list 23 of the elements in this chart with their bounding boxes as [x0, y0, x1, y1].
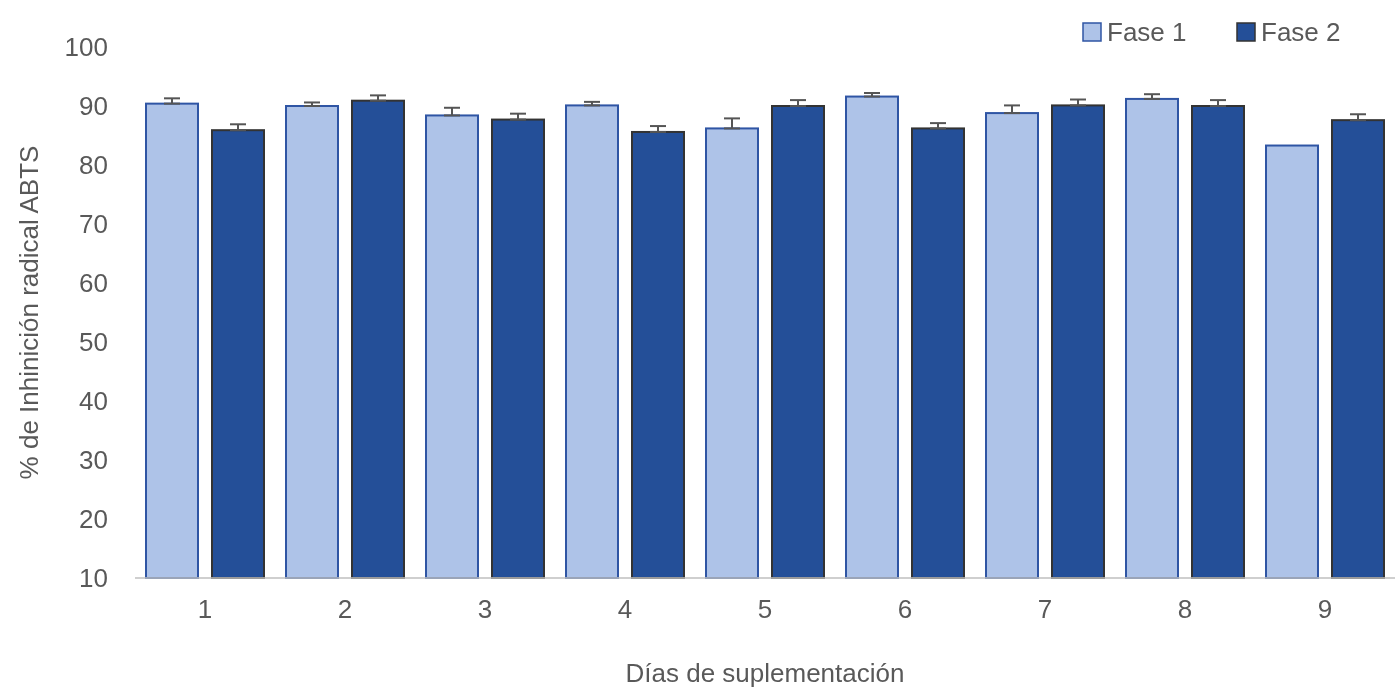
x-tick-label: 4 [617, 594, 633, 624]
x-tick-label: 2 [337, 594, 353, 624]
y-tick-label: 50 [79, 327, 108, 357]
y-tick-label: 60 [79, 268, 108, 298]
x-tick-label: 3 [477, 594, 493, 624]
y-tick-label: 40 [79, 386, 108, 416]
x-tick-label: 6 [897, 594, 913, 624]
legend-label: Fase 2 [1261, 17, 1341, 47]
legend-label: Fase 1 [1107, 17, 1187, 47]
x-tick-label: 9 [1317, 594, 1333, 624]
y-tick-label: 30 [79, 445, 108, 475]
y-tick-label: 70 [79, 209, 108, 239]
y-tick-label: 80 [79, 150, 108, 180]
y-axis-title: % de Inhinición radical ABTS [14, 145, 44, 480]
x-tick-label: 7 [1037, 594, 1053, 624]
x-axis-title: Días de suplementación [625, 658, 905, 688]
x-tick-label: 5 [757, 594, 773, 624]
y-tick-label: 90 [79, 91, 108, 121]
y-tick-label: 100 [64, 32, 108, 62]
x-tick-label: 1 [197, 594, 213, 624]
x-tick-label: 8 [1177, 594, 1193, 624]
y-tick-label: 20 [79, 504, 108, 534]
y-tick-label: 10 [79, 563, 108, 593]
